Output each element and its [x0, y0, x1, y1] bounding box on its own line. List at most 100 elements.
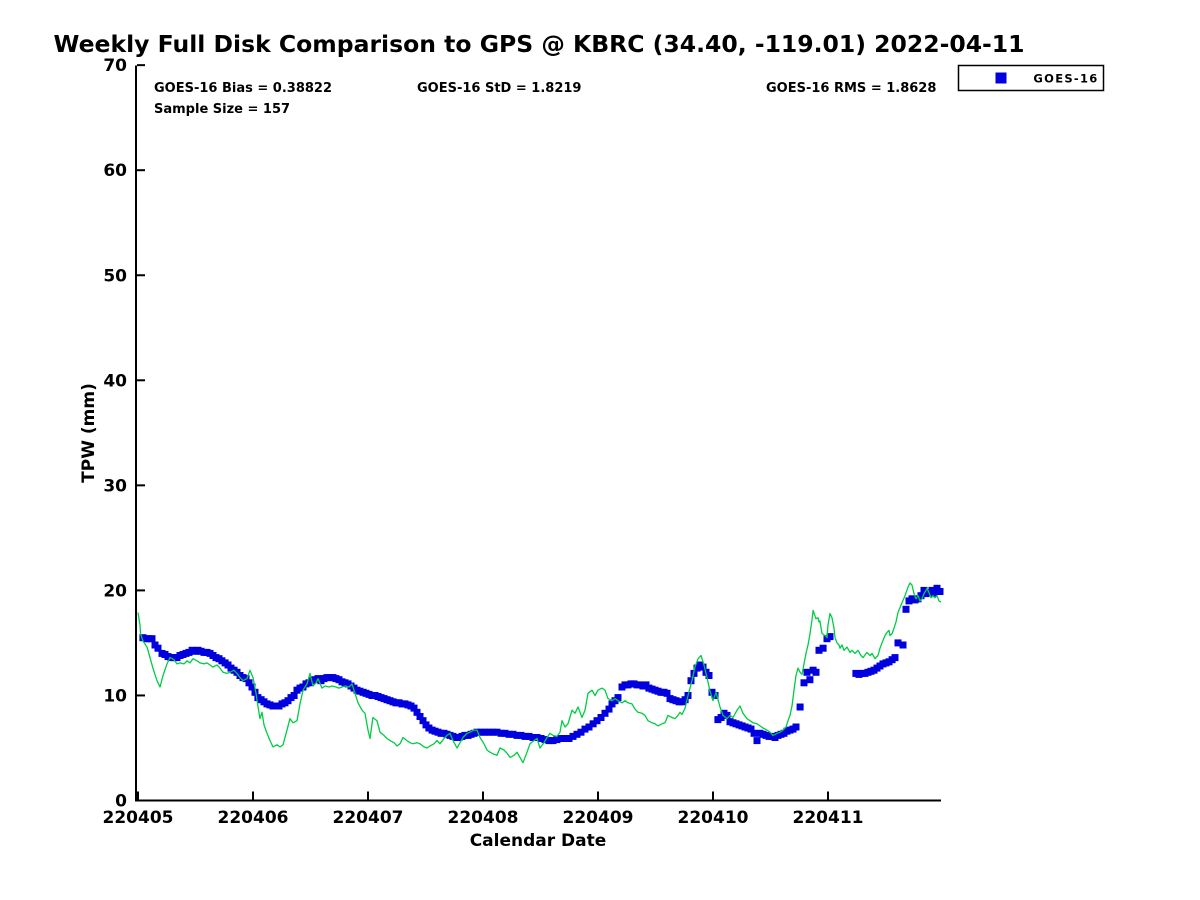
x-tick-label: 220411: [793, 808, 864, 828]
y-tick-label: 40: [103, 371, 127, 391]
y-tick-label: 60: [103, 161, 127, 181]
goes16-data-point: [541, 736, 549, 744]
goes16-data-point: [477, 728, 485, 736]
goes16-data-point: [699, 663, 707, 671]
goes16-data-point: [792, 723, 800, 731]
goes16-data-point: [891, 654, 899, 662]
y-tick-label: 0: [115, 792, 127, 812]
goes16-data-point: [561, 735, 569, 742]
goes16-data-point: [245, 679, 253, 687]
goes16-data-point: [806, 676, 814, 684]
goes16-data-point: [826, 633, 834, 641]
goes16-data-point: [899, 641, 907, 649]
goes16-data-point: [416, 713, 424, 720]
goes16-data-point: [597, 714, 605, 721]
goes16-data-point: [148, 635, 156, 643]
goes16-data-point: [485, 728, 493, 736]
legend-box: [957, 64, 1105, 92]
goes16-data-point: [589, 720, 597, 728]
goes16-data-point: [501, 729, 509, 737]
goes16-data-point: [513, 731, 521, 739]
x-tick-label: 220405: [103, 808, 174, 828]
goes16-data-point: [593, 717, 601, 725]
goes16-data-point: [413, 708, 421, 716]
goes16-data-point: [533, 734, 541, 741]
stat-std: GOES-16 StD = 1.8219: [417, 81, 581, 96]
goes16-data-point: [290, 692, 298, 699]
goes16-data-point: [517, 731, 525, 739]
gps-line-series: [137, 582, 942, 764]
goes16-data-point: [473, 728, 481, 736]
goes16-data-point: [803, 668, 811, 676]
y-axis-label: TPW (mm): [79, 383, 99, 483]
x-axis-label: Calendar Date: [470, 831, 607, 851]
goes16-data-point: [581, 725, 589, 733]
goes16-data-point: [509, 730, 517, 738]
goes16-data-point: [585, 723, 593, 731]
y-tick-label: 70: [103, 56, 127, 76]
goes16-data-point: [681, 696, 689, 704]
goes16-data-point: [705, 672, 713, 679]
x-tick-label: 220408: [448, 808, 519, 828]
goes16-data-point: [796, 703, 804, 711]
goes16-data-point: [251, 688, 259, 696]
plot-area: 0 10 20 30 40 50 60 70 220405 220406 220407 220408 2…: [103, 56, 944, 828]
goes16-data-point: [687, 677, 695, 685]
goes16-data-point: [800, 679, 808, 687]
goes16-data-point: [557, 735, 565, 742]
y-tick-label: 20: [103, 581, 127, 601]
x-tick-label: 220410: [678, 808, 749, 828]
goes16-data-point: [815, 646, 823, 654]
goes16-data-point: [549, 737, 557, 745]
goes16-data-point: [569, 732, 577, 740]
goes16-data-point: [753, 737, 761, 745]
goes16-data-point: [747, 725, 755, 733]
goes16-data-point: [936, 588, 944, 595]
goes16-data-point: [812, 668, 820, 676]
stat-sample-size: Sample Size = 157: [154, 102, 290, 117]
legend: GOES-16: [957, 64, 1105, 92]
stat-rms: GOES-16 RMS = 1.8628: [766, 81, 936, 96]
goes16-data-point: [505, 730, 513, 738]
chart-title: Weekly Full Disk Comparison to GPS @ KBR…: [53, 30, 1024, 58]
legend-marker-square-icon: [995, 72, 1007, 84]
goes16-data-point: [419, 717, 427, 725]
goes16-data-point: [819, 644, 827, 652]
goes16-data-point: [553, 736, 561, 744]
goes16-data-point: [525, 732, 533, 740]
goes16-data-point: [614, 694, 622, 702]
goes16-data-point: [248, 683, 256, 691]
x-tick-label: 220407: [333, 808, 404, 828]
goes16-data-point: [565, 735, 573, 742]
x-tick-label: 220409: [563, 808, 634, 828]
goes16-data-point: [521, 732, 529, 740]
goes16-data-point: [894, 639, 902, 647]
goes16-data-point: [902, 605, 910, 613]
legend-entry-label: GOES-16: [1033, 72, 1098, 86]
y-tick-label: 50: [103, 266, 127, 286]
x-tick-label: 220406: [218, 808, 289, 828]
goes16-data-point: [493, 728, 501, 736]
stat-bias: GOES-16 Bias = 0.38822: [154, 81, 332, 96]
goes16-data-point: [577, 728, 585, 736]
goes16-data-point: [605, 705, 613, 713]
goes16-data-point: [663, 689, 671, 697]
goes16-data-point: [930, 590, 938, 598]
y-tick-label: 30: [103, 476, 127, 496]
goes16-data-point: [489, 728, 497, 736]
goes16-data-point: [529, 734, 537, 741]
goes16-data-point: [573, 730, 581, 738]
goes16-data-point: [917, 592, 925, 600]
goes16-data-point: [154, 644, 162, 652]
goes16-data-point: [750, 729, 758, 737]
goes16-data-point: [410, 704, 418, 712]
goes16-data-point: [481, 728, 489, 736]
goes16-data-point: [723, 711, 731, 719]
goes16-data-point: [537, 735, 545, 742]
goes16-data-point: [717, 714, 725, 721]
goes16-data-point: [601, 709, 609, 717]
y-tick-label: 10: [103, 686, 127, 706]
goes16-data-point: [545, 737, 553, 745]
